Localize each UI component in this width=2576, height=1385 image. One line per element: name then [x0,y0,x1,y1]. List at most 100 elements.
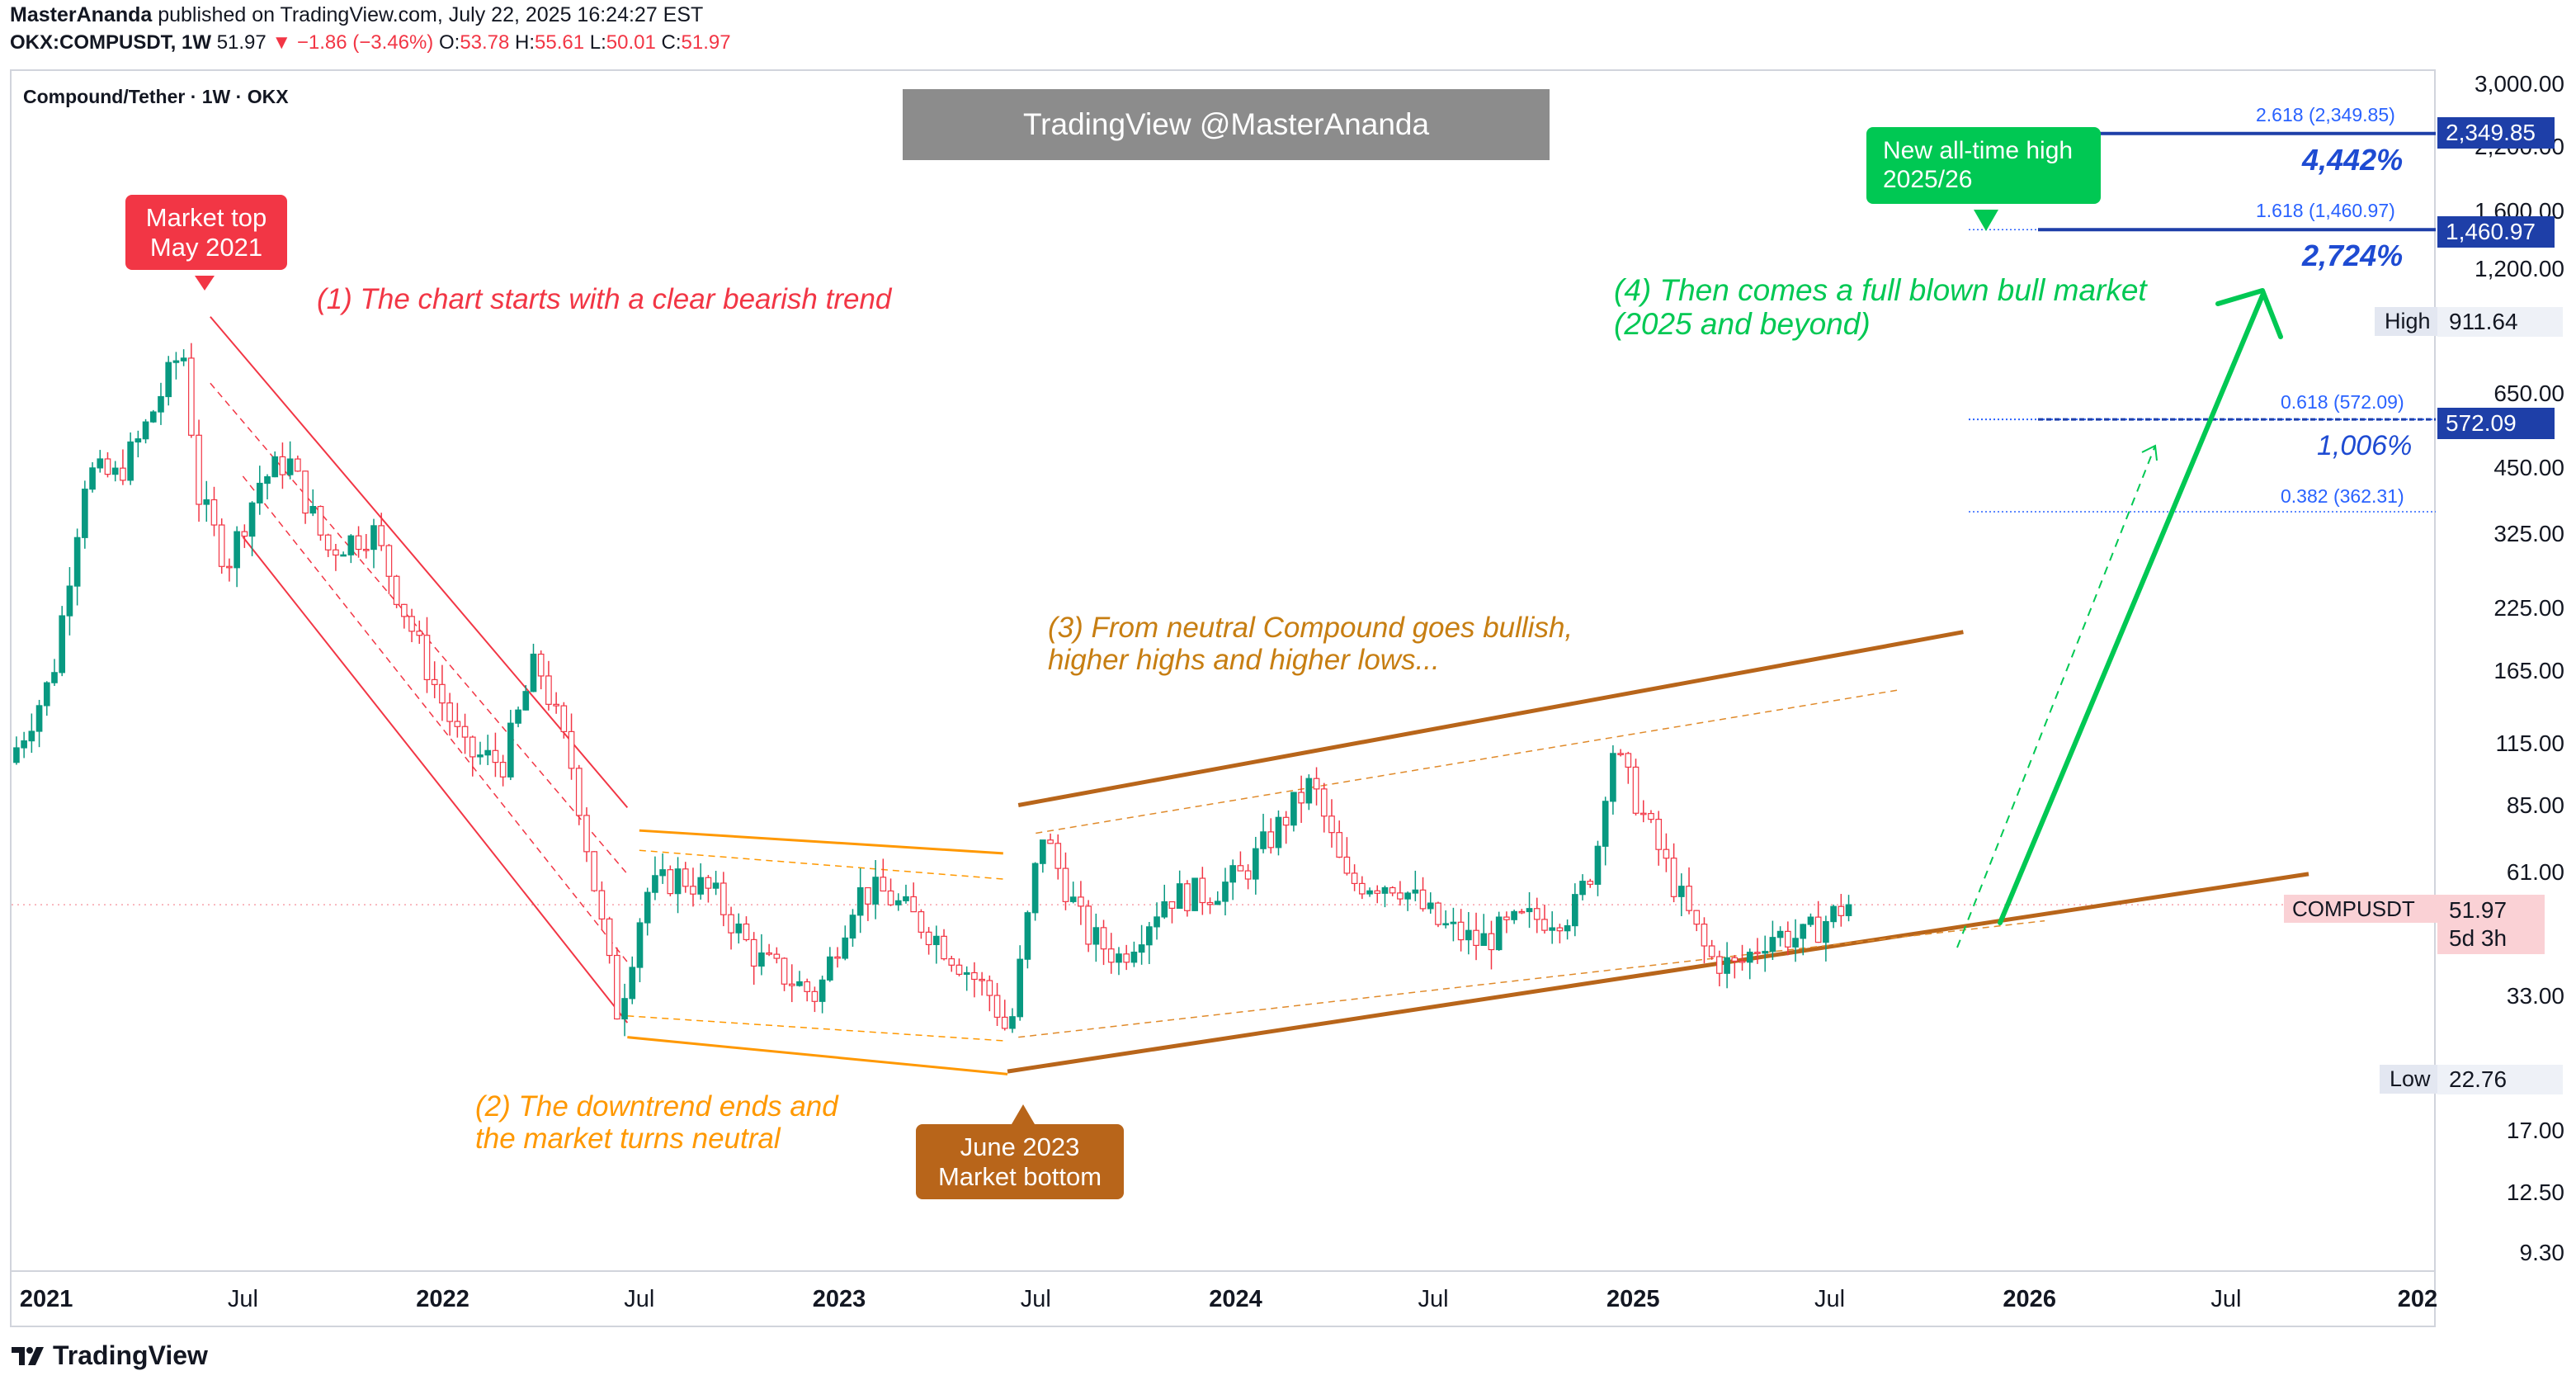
candle [1602,801,1609,847]
candle [1176,883,1183,909]
symbol-ohlc-line: OKX:COMPUSDT, 1W 51.97 ▼ −1.86 (−3.46%) … [10,31,731,54]
candle [28,730,35,742]
vertical-grid [12,904,2436,1272]
candle [21,740,27,749]
candle [1838,905,1845,916]
time-axis-label: Jul [1418,1286,1449,1312]
candle [1092,927,1100,945]
candle [43,682,50,707]
candle [1724,957,1730,974]
candle [1328,815,1335,834]
neutral-mid-lower [627,1015,1008,1042]
candle [1739,960,1746,963]
candle [758,952,765,967]
time-axis-label: Jul [227,1286,258,1312]
candle [1639,812,1647,815]
candle [1549,927,1556,931]
tradingview-logo[interactable]: TradingView [12,1340,208,1371]
market-bottom-line1: June 2023 [960,1132,1080,1161]
candle [13,747,20,763]
candle [856,886,864,916]
candle [1336,832,1343,858]
candle [1298,792,1305,804]
candle [766,952,772,955]
bear-channel-lower [242,536,629,1023]
ath-line2: 2025/26 [1883,165,1973,193]
candle [302,470,309,514]
market-bottom-callout: June 2023 Market bottom [916,1124,1124,1200]
candle [333,549,339,556]
current-price-tag: 51.97 5d 3h [2437,895,2545,954]
candle [1123,953,1130,963]
candle [743,923,750,941]
watermark: TradingView @MasterAnanda [903,89,1550,160]
candle [317,506,324,536]
candle [1731,957,1739,962]
candle [1237,865,1244,872]
price-axis-label: 325.00 [2493,520,2564,546]
candle [408,616,415,632]
candle [1116,953,1122,963]
bull-channel-lower [1007,872,2309,1074]
candle [393,575,400,605]
candle [925,931,932,946]
candle [530,653,537,692]
candle [1024,912,1031,960]
published-text: published on TradingView.com, July 22, 2… [158,3,704,26]
fib-2618-label: 2.618 (2,349.85) [2256,104,2395,125]
step3-line1: (3) From neutral Compound goes bullish, [1048,612,1573,644]
market-top-line1: Market top [145,203,267,232]
candle [1435,902,1441,925]
candle [1594,845,1602,885]
step2-line2: the market turns neutral [475,1122,781,1155]
fib-1618-tag-value: 1,460.97 [2446,219,2536,244]
candle [1154,916,1160,928]
projection-main-arrow [1998,293,2265,925]
price-axis-label: 12.50 [2506,1179,2564,1206]
tradingview-logo-text: TradingView [53,1340,208,1370]
price-axis-label: 33.00 [2506,983,2564,1009]
projection-arrows [1956,288,2283,948]
candle [1359,882,1366,895]
candle [773,953,781,959]
price-axis[interactable]: 3,000.002,200.001,600.001,200.00650.0045… [2437,69,2576,1327]
candle [1610,753,1616,802]
candle [705,877,712,889]
step3-annotation: (3) From neutral Compound goes bullish, … [1048,612,1573,676]
low-tag-label: Low [2390,1066,2431,1091]
candle [644,891,651,924]
candle [963,971,970,976]
candle [1746,952,1753,963]
time-axis-label: 2026 [2003,1286,2056,1312]
candle [1381,886,1389,894]
candle [674,868,682,895]
candle [1587,881,1594,885]
bull-channel-mid-lower [1018,919,2045,1038]
candle [142,421,149,440]
price-axis-label: 165.00 [2493,657,2564,683]
candle [210,499,218,526]
candle [454,721,461,727]
candle [1100,927,1107,950]
candle [918,911,925,933]
market-top-line2: May 2021 [149,232,263,262]
candle [120,467,126,481]
chart-pane[interactable] [10,69,2436,1327]
low-tag-value: 22.76 [2449,1066,2508,1092]
close-value: 51.97 [681,31,731,54]
author-name[interactable]: MasterAnanda [10,3,153,26]
candle [1222,882,1229,902]
candle [583,815,590,853]
candle [955,964,963,976]
candle [1648,813,1654,820]
candle [248,502,256,537]
step4-line1: (4) Then comes a full blown bull market [1614,273,2147,307]
candle [66,585,73,617]
candle [652,875,658,893]
candle [819,979,826,1002]
candle [948,958,955,966]
candle [286,458,294,475]
candle [1017,958,1024,1018]
